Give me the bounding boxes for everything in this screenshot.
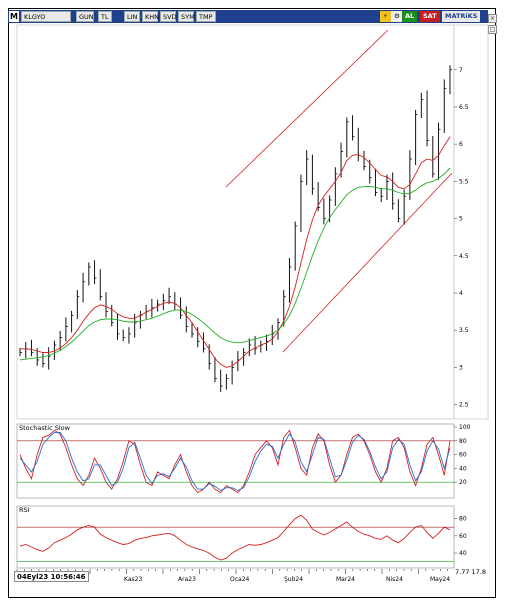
app-logo: M — [9, 11, 19, 22]
chart-toolbar: M KLGYO GUN TL LIN KHN SVD SYM TMP ⚡ ⚙ A… — [8, 10, 488, 23]
buy-button[interactable]: AL — [402, 11, 418, 22]
rsi-axis: 40 60 80 — [454, 516, 467, 557]
window-restore-icon[interactable]: □ — [488, 25, 497, 34]
clock: 10:56:46 — [50, 573, 86, 581]
price-line-2 — [19, 167, 451, 361]
date-axis: 23Kas23Ara23Oca24Şub24Mar24Nis24May24 — [16, 569, 450, 583]
date-axis-label: May24 — [430, 576, 450, 583]
rsi-series — [17, 514, 454, 562]
stochastic-line-0 — [19, 429, 451, 494]
stochastic-tick-label: 20 — [459, 479, 467, 486]
window-close-icon[interactable]: × — [488, 14, 497, 23]
rsi-line-0 — [19, 514, 451, 561]
date-axis-label: Kas23 — [124, 576, 142, 583]
trend-line-lower[interactable] — [282, 172, 453, 353]
price-plot-area — [16, 24, 455, 420]
sell-button[interactable]: SAT — [420, 11, 440, 22]
stochastic-tick-label: 40 — [459, 465, 467, 472]
stochastic-axis: 20 40 60 80 100 — [454, 424, 471, 486]
price-tick-label: 6 — [459, 141, 463, 148]
price-series — [19, 65, 452, 392]
scale-button[interactable]: LIN — [124, 11, 140, 22]
price-tick-label: 5 — [459, 216, 463, 223]
svd-button[interactable]: SVD — [160, 11, 177, 22]
date-axis-label: Şub24 — [284, 576, 303, 583]
rsi-title: RSI — [19, 506, 30, 514]
date-axis-label: Nis24 — [386, 576, 403, 583]
lightning-icon[interactable]: ⚡ — [380, 11, 391, 22]
time-readout: 04Eyl23 10:56:46 — [14, 571, 89, 582]
rsi-tick-label: 80 — [459, 516, 467, 523]
price-tick-label: 3.5 — [459, 327, 469, 334]
sym-button[interactable]: SYM — [178, 11, 195, 22]
price-tick-label: 7 — [459, 67, 463, 74]
price-tick-label: 5.5 — [459, 178, 469, 185]
price-tick-label: 4 — [459, 290, 463, 297]
price-axis-area — [453, 24, 489, 420]
khn-button[interactable]: KHN — [142, 11, 159, 22]
stochastic-title: Stochastic Slow — [19, 424, 71, 432]
price-tick-label: 2.5 — [459, 402, 469, 409]
price-tick-label: 6.5 — [459, 104, 469, 111]
stochastic-series — [17, 429, 454, 494]
rsi-plot-area — [16, 505, 455, 569]
stochastic-tick-label: 80 — [459, 438, 467, 445]
tmp-dropdown[interactable]: TMP — [196, 11, 216, 22]
currency-button[interactable]: TL — [98, 11, 112, 22]
price-axis: 2.5 3 3.5 4 4.5 5 5.5 6 6.5 7 — [454, 67, 469, 409]
stochastic-line-1 — [19, 432, 451, 492]
start-date: 04Eyl23 — [17, 573, 49, 581]
info-icon[interactable]: ⚙ — [391, 11, 403, 22]
stochastic-tick-label: 100 — [459, 424, 471, 431]
price-tick-label: 4.5 — [459, 253, 469, 260]
rsi-tick-label: 60 — [459, 533, 467, 540]
symbol-field[interactable]: KLGYO — [21, 11, 71, 22]
matriks-button[interactable]: MATRiKS — [442, 11, 481, 22]
stochastic-tick-label: 60 — [459, 452, 467, 459]
price-tick-label: 3 — [459, 364, 463, 371]
price-line-1 — [20, 136, 451, 368]
rsi-tick-label: 40 — [459, 550, 467, 557]
period-button[interactable]: GUN — [76, 11, 94, 22]
trend-line-upper[interactable] — [225, 29, 389, 188]
last-price: 7.77 17.8 — [455, 568, 487, 576]
date-axis-label: Mar24 — [336, 576, 355, 583]
date-axis-label: Ara23 — [178, 576, 196, 583]
date-axis-label: Oca24 — [230, 576, 250, 583]
stochastic-plot-area — [16, 423, 455, 499]
